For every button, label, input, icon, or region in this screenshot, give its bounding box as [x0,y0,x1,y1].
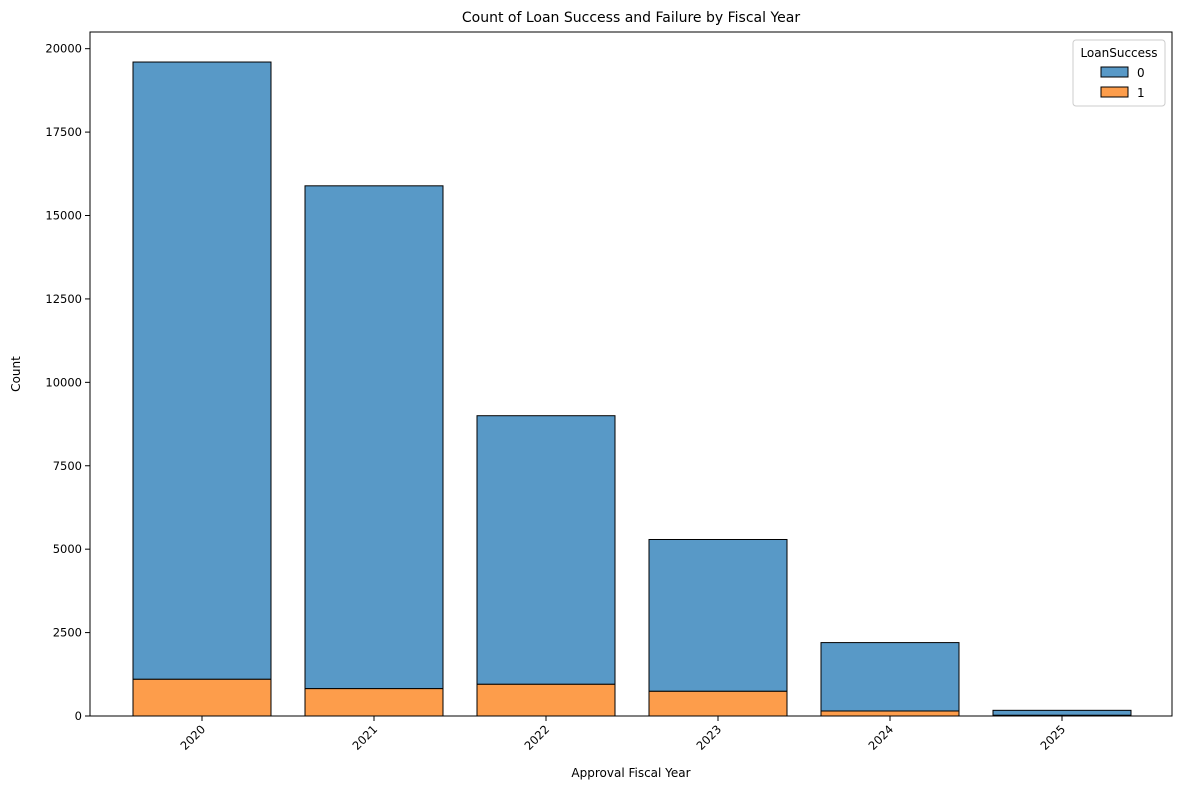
bar-series-0-2022 [476,415,616,685]
bar-series-0-2023 [648,538,788,692]
bar-series-1-2021 [304,688,444,717]
legend-label-0: 0 [1137,66,1145,80]
bar-series-0-2024 [820,642,960,712]
y-tick-label: 12500 [45,292,82,306]
legend-swatch-0 [1100,66,1129,78]
y-tick-label: 2500 [53,626,82,640]
bar-series-1-2023 [648,690,788,717]
y-tick-label: 5000 [53,542,82,556]
bar-series-0-2020 [132,61,272,680]
y-axis: 0 2500 5000 7500 10000 12500 15000 17500 20000 [45,42,90,723]
x-tick-label: 2022 [522,722,553,753]
x-tick-label: 2024 [866,722,897,753]
x-tick-label: 2020 [178,722,209,753]
bar-series-0-2021 [304,185,444,690]
legend-title: LoanSuccess [1080,46,1157,60]
x-axis: 2020 2021 2022 2023 2024 2025 [178,716,1069,753]
plot-frame [89,31,1173,717]
y-tick-label: 0 [75,709,82,723]
y-tick-label: 17500 [45,125,82,139]
x-tick-label: 2023 [694,722,725,753]
legend-label-1: 1 [1137,86,1145,100]
y-tick-label: 20000 [45,42,82,56]
x-tick-label: 2021 [350,722,381,753]
bar-series-1-2024 [820,710,960,717]
y-tick-label: 10000 [45,375,82,389]
y-tick-label: 15000 [45,209,82,223]
bar-series-1-2022 [476,683,616,717]
x-tick-label: 2025 [1038,722,1069,753]
chart-title: Count of Loan Success and Failure by Fis… [462,10,800,26]
legend: LoanSuccess 0 1 [1072,39,1166,107]
x-axis-label: Approval Fiscal Year [571,766,690,780]
y-axis-label: Count [9,356,23,392]
bar-series-0-2025 [992,709,1132,716]
legend-swatch-1 [1100,86,1129,98]
bar-series-1-2020 [132,678,272,717]
bars-group [132,61,1132,717]
y-tick-label: 7500 [53,459,82,473]
